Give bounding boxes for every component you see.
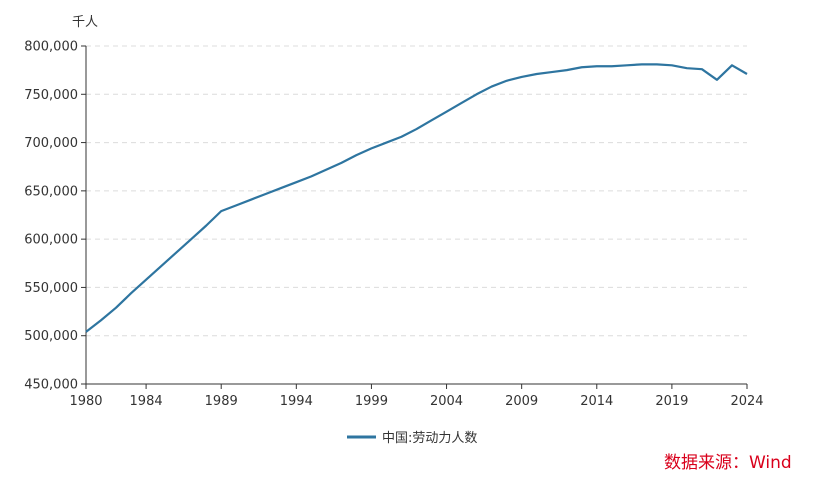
y-tick-label: 650,000 bbox=[24, 184, 78, 199]
y-axis-unit-label: 千人 bbox=[72, 15, 98, 30]
x-tick-labels: 1980 1984 1989 1994 1999 2004 2009 2014 2019 2024 bbox=[69, 384, 764, 409]
axes bbox=[85, 46, 747, 385]
x-tick-label: 1980 bbox=[69, 394, 102, 409]
y-tick-labels: 450,000 500,000 550,000 600,000 650,000 700,0… bbox=[24, 40, 86, 393]
x-tick-label: 2024 bbox=[730, 394, 763, 409]
x-tick-label: 2014 bbox=[580, 394, 613, 409]
data-source-note: 数据来源：Wind bbox=[664, 453, 792, 473]
y-tick-label: 450,000 bbox=[24, 378, 78, 393]
x-tick-label: 1989 bbox=[205, 394, 238, 409]
y-tick-label: 600,000 bbox=[24, 233, 78, 248]
series-line-0 bbox=[85, 63, 748, 333]
y-tick-label: 700,000 bbox=[24, 136, 78, 151]
x-tick-label: 2019 bbox=[655, 394, 688, 409]
y-tick-label: 550,000 bbox=[24, 281, 78, 296]
gridlines bbox=[86, 45, 747, 337]
y-tick-label: 500,000 bbox=[24, 329, 78, 344]
x-tick-label: 1984 bbox=[130, 394, 163, 409]
x-tick-label: 1999 bbox=[355, 394, 388, 409]
x-tick-label: 2004 bbox=[430, 394, 463, 409]
legend[interactable]: 中国:劳动力人数 bbox=[347, 430, 477, 446]
x-tick-label: 1994 bbox=[280, 394, 313, 409]
y-tick-label: 750,000 bbox=[24, 88, 78, 103]
x-tick-label: 2009 bbox=[505, 394, 538, 409]
legend-label: 中国:劳动力人数 bbox=[382, 430, 477, 446]
series-group bbox=[85, 63, 748, 333]
y-tick-label: 800,000 bbox=[24, 40, 78, 55]
